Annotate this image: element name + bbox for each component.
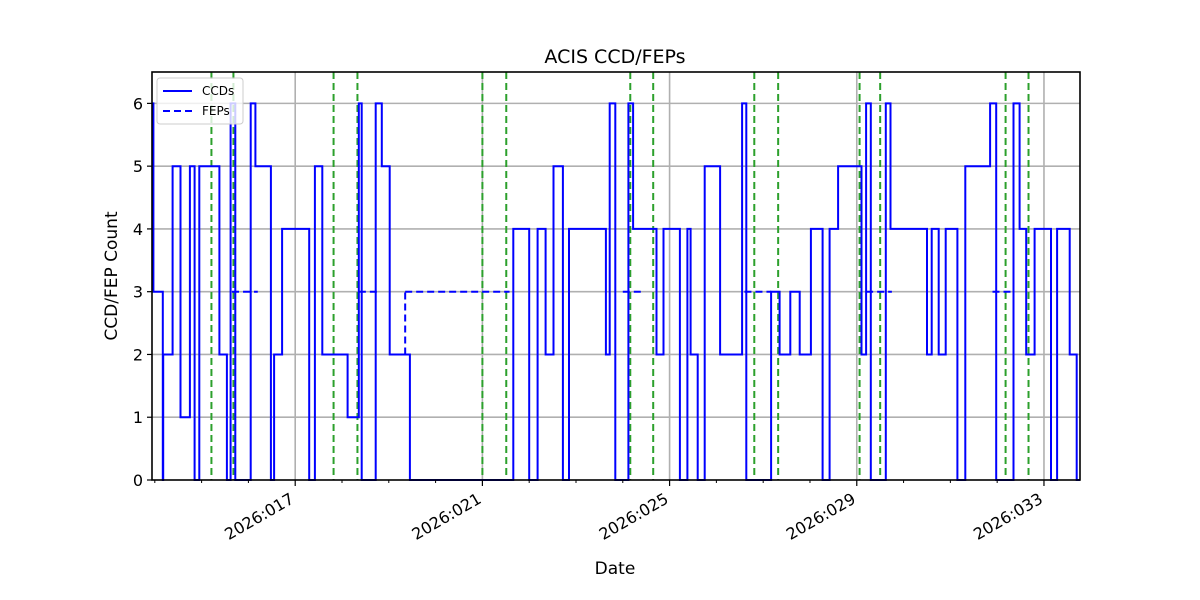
y-axis: 0 1 2 3 4 5 6 bbox=[133, 94, 152, 490]
y-tick-label: 6 bbox=[133, 94, 143, 113]
ccds-line bbox=[152, 102, 1080, 481]
y-tick-label: 1 bbox=[133, 408, 143, 427]
y-tick-label: 2 bbox=[133, 345, 143, 364]
y-tick-label: 3 bbox=[133, 283, 143, 302]
legend: CCDs FEPs bbox=[156, 77, 244, 125]
legend-ccds-label: CCDs bbox=[202, 84, 234, 98]
chart-title: ACIS CCD/FEPs bbox=[544, 46, 685, 68]
event-vertical-lines bbox=[210, 72, 1030, 480]
legend-feps-label: FEPs bbox=[202, 104, 230, 118]
y-axis-label: CCD/FEP Count bbox=[102, 211, 122, 341]
y-tick-label: 4 bbox=[133, 220, 143, 239]
x-axis-label: Date bbox=[595, 559, 636, 579]
plot-frame bbox=[151, 71, 1081, 481]
y-tick-label: 5 bbox=[133, 157, 143, 176]
data-series bbox=[152, 102, 1080, 481]
y-tick-label: 0 bbox=[133, 471, 143, 490]
